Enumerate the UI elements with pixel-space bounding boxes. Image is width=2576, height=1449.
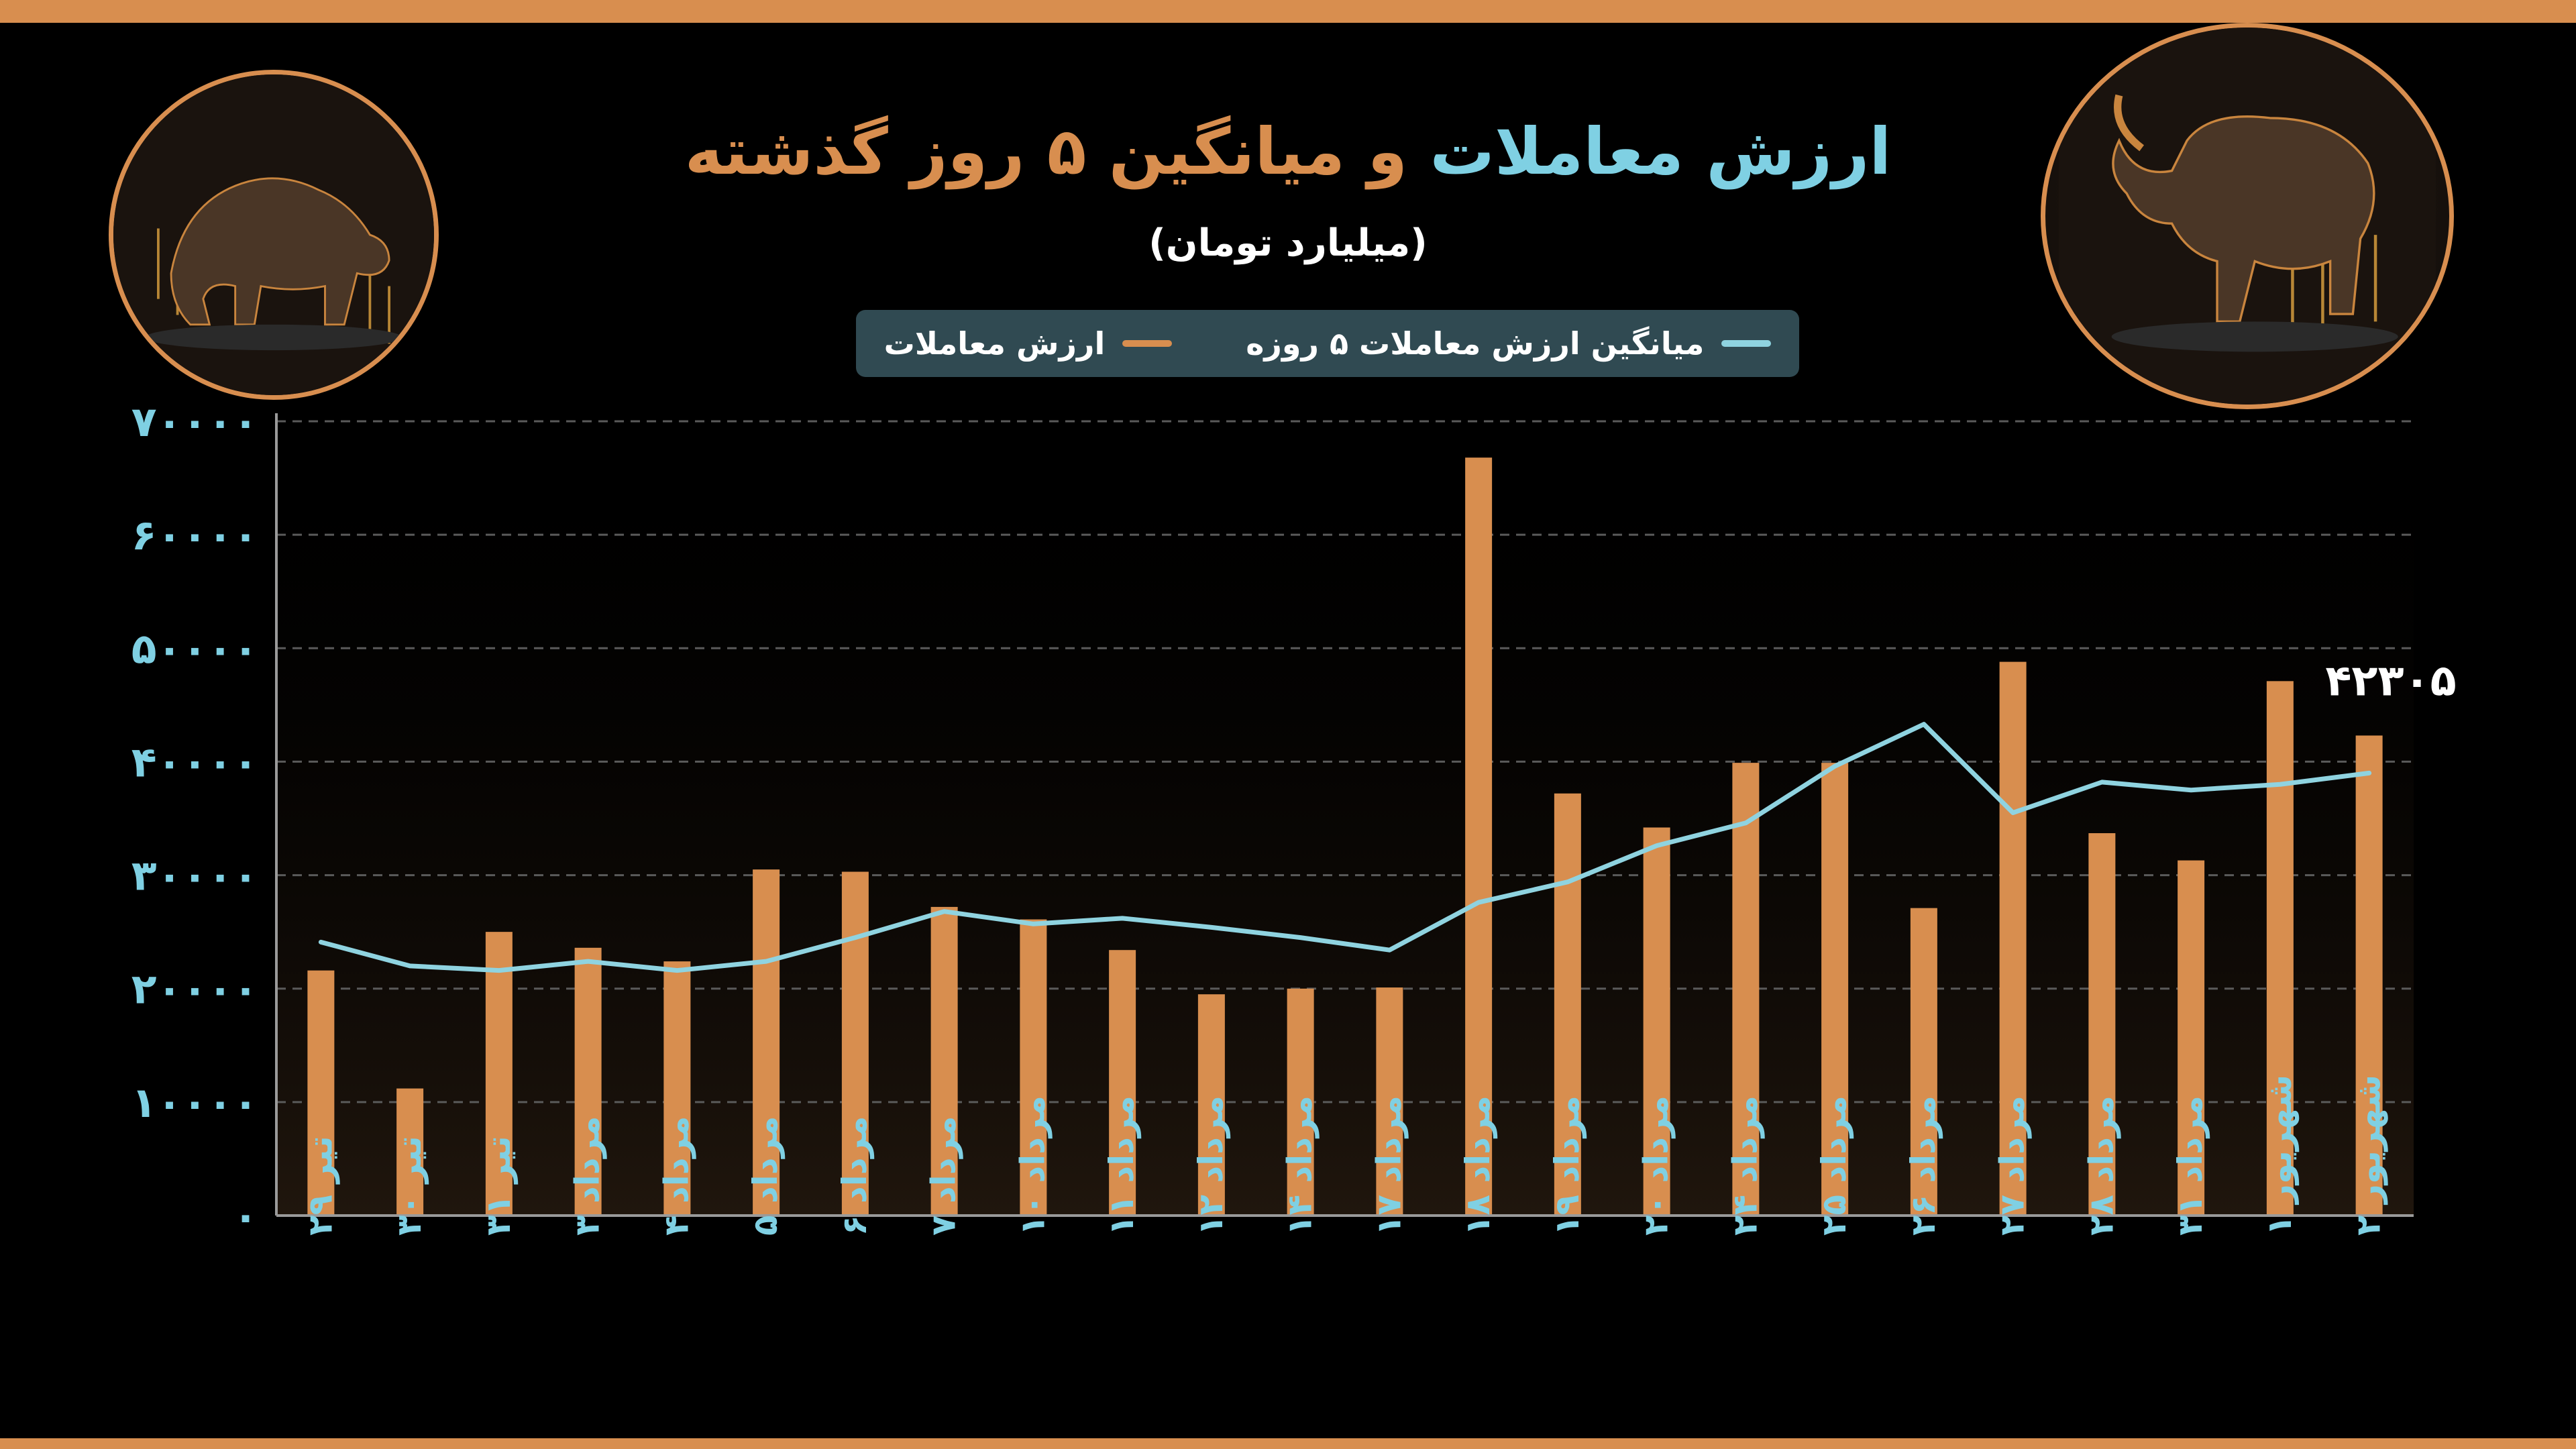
- bear-badge: [109, 70, 439, 400]
- bar: [1999, 661, 2027, 1216]
- y-tick-label: ۰: [233, 1191, 258, 1240]
- bar: [2266, 681, 2294, 1216]
- bar: [1643, 827, 1670, 1216]
- legend-bar-label: ارزش معاملات: [883, 325, 1106, 362]
- bar: [1910, 908, 1937, 1216]
- x-tick-label: مرداد ۲۶: [1904, 1095, 1943, 1236]
- bar: [2178, 860, 2205, 1216]
- y-tick-label: ۲۰۰۰۰: [131, 965, 258, 1014]
- x-tick-label: مرداد ۲۸: [2082, 1095, 2121, 1236]
- plot-area: [276, 421, 2414, 1216]
- chart-subtitle: (میلیارد تومان): [1148, 221, 1428, 265]
- bull-icon: [2059, 28, 2436, 405]
- bar: [2088, 833, 2116, 1216]
- bar: [307, 970, 335, 1216]
- bar: [2355, 735, 2383, 1216]
- title-rest: و میانگین ۵ روز گذشته: [684, 114, 1430, 189]
- bar: [841, 871, 869, 1216]
- x-tick-label: تیر ۳۱: [479, 1136, 519, 1236]
- x-tick-label: مرداد ۲۷: [1993, 1095, 2033, 1236]
- top-frame-bar: [0, 0, 2576, 23]
- bar: [1020, 919, 1047, 1216]
- bar: [396, 1088, 424, 1216]
- average-line: [318, 722, 2372, 973]
- x-tick-label: مرداد ۲۴: [1725, 1095, 1765, 1236]
- x-tick-label: مرداد ۱۲: [1191, 1095, 1231, 1236]
- legend-item-line: میانگین ارزش معاملات ۵ روزه: [1246, 325, 1772, 362]
- x-tick-label: مرداد ۱۷: [1369, 1095, 1409, 1236]
- x-tick-label: مرداد ۷: [924, 1116, 964, 1236]
- bar: [1554, 793, 1581, 1216]
- x-tick-label: مرداد ۱۹: [1548, 1095, 1587, 1236]
- bar: [663, 961, 691, 1216]
- y-tick-label: ۶۰۰۰۰: [131, 511, 258, 559]
- x-tick-label: تیر ۳۰: [390, 1136, 429, 1236]
- bottom-frame-bar: [0, 1438, 2576, 1449]
- bar: [1197, 994, 1225, 1216]
- x-tick-label: شهریور ۱: [2260, 1075, 2300, 1236]
- bar: [1376, 987, 1403, 1216]
- bar: [1109, 950, 1136, 1216]
- x-tick-label: مرداد ۱۸: [1458, 1095, 1498, 1236]
- x-tick-label: مرداد ۲۵: [1815, 1095, 1854, 1236]
- title-accent: ارزش معاملات: [1430, 114, 1892, 189]
- x-tick-label: مرداد ۳۱: [2171, 1095, 2210, 1236]
- bar: [485, 932, 513, 1216]
- y-tick-label: ۷۰۰۰۰: [131, 397, 258, 446]
- bar: [1732, 763, 1760, 1216]
- x-tick-label: مرداد ۱۴: [1281, 1095, 1320, 1236]
- legend-line-label: میانگین ارزش معاملات ۵ روزه: [1246, 325, 1705, 362]
- x-tick-label: مرداد ۳: [568, 1116, 608, 1236]
- x-tick-label: مرداد ۱۰: [1013, 1095, 1053, 1236]
- y-tick-label: ۴۰۰۰۰: [131, 737, 258, 786]
- legend-item-bar: ارزش معاملات: [884, 325, 1173, 362]
- bar: [1821, 763, 1849, 1216]
- x-tick-label: تیر ۲۹: [301, 1136, 340, 1236]
- y-tick-label: ۳۰۰۰۰: [131, 851, 258, 900]
- bull-badge: [2041, 23, 2454, 409]
- bar: [1287, 988, 1314, 1216]
- bar-swatch: [1122, 340, 1173, 347]
- line-swatch: [1721, 340, 1772, 347]
- y-tick-label: ۱۰۰۰۰: [131, 1078, 258, 1127]
- last-value-label: ۴۲۳۰۵: [2325, 656, 2456, 706]
- y-tick-label: ۵۰۰۰۰: [131, 624, 258, 673]
- bar: [574, 947, 602, 1216]
- x-tick-label: شهریور ۲: [2349, 1075, 2389, 1236]
- x-tick-label: مرداد ۶: [835, 1116, 875, 1236]
- legend: میانگین ارزش معاملات ۵ روزه ارزش معاملات: [856, 310, 1799, 377]
- bar: [1465, 458, 1493, 1216]
- x-tick-label: مرداد ۵: [746, 1116, 786, 1236]
- bear-icon: [113, 74, 434, 395]
- x-tick-label: مرداد ۱۱: [1102, 1095, 1142, 1236]
- bar: [753, 869, 780, 1216]
- x-tick-label: مرداد ۲۰: [1637, 1095, 1676, 1236]
- bar: [930, 906, 958, 1216]
- chart-title: ارزش معاملات و میانگین ۵ روز گذشته: [0, 114, 2576, 189]
- x-tick-label: مرداد ۴: [657, 1116, 696, 1236]
